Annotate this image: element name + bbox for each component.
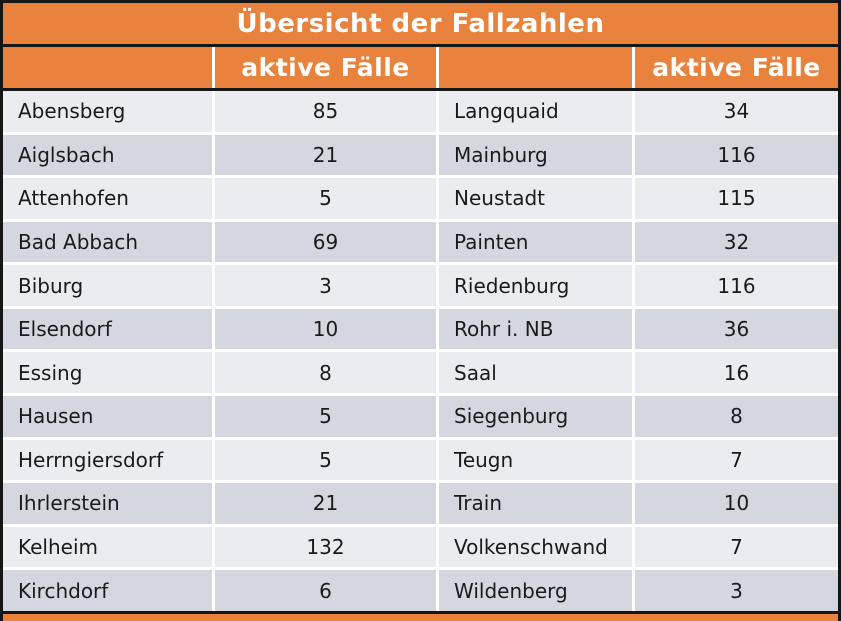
municipality-cell: Rohr i. NB [439,308,632,350]
table-body: Abensberg 85 Langquaid 34 Aiglsbach 21 M… [3,91,838,611]
case-count-cell: 10 [215,308,436,350]
case-count-cell: 116 [635,134,838,176]
municipality-cell: Herrngiersdorf [3,439,212,481]
case-count-cell: 5 [215,178,436,219]
municipality-cell: Saal [439,352,632,394]
case-count-cell: 8 [635,396,838,437]
municipality-cell: Abensberg [3,91,212,132]
table-row: Attenhofen 5 Neustadt 115 [3,178,838,219]
case-count-cell: 10 [635,483,838,524]
municipality-cell: Attenhofen [3,178,212,219]
case-count-cell: 36 [635,308,838,350]
case-count-cell: 132 [215,526,436,568]
municipality-cell: Langquaid [439,91,632,132]
municipality-cell: Biburg [3,265,212,306]
table-row: Hausen 5 Siegenburg 8 [3,396,838,437]
case-count-cell: 5 [215,396,436,437]
municipality-cell: Painten [439,221,632,263]
case-count-cell: 7 [635,439,838,481]
case-count-cell: 85 [215,91,436,132]
municipality-cell: Kelheim [3,526,212,568]
case-count-cell: 32 [635,221,838,263]
municipality-cell: Kirchdorf [3,570,212,611]
table-row: Kelheim 132 Volkenschwand 7 [3,526,838,568]
municipality-cell: Ihrlerstein [3,483,212,524]
case-count-cell: 116 [635,265,838,306]
case-count-cell: 5 [215,439,436,481]
table-header-row: aktive Fälle aktive Fälle [3,47,838,91]
municipality-cell: Siegenburg [439,396,632,437]
municipality-cell: Essing [3,352,212,394]
header-aktive-faelle-right: aktive Fälle [635,47,838,88]
case-count-cell: 3 [215,265,436,306]
table-title: Übersicht der Fallzahlen [3,3,838,47]
municipality-cell: Wildenberg [439,570,632,611]
table-row: Abensberg 85 Langquaid 34 [3,91,838,132]
case-count-cell: 6 [215,570,436,611]
municipality-cell: Mainburg [439,134,632,176]
header-empty-left [3,47,212,88]
case-count-cell: 7 [635,526,838,568]
municipality-cell: Elsendorf [3,308,212,350]
table-row: Herrngiersdorf 5 Teugn 7 [3,439,838,481]
case-count-cell: 34 [635,91,838,132]
case-count-cell: 8 [215,352,436,394]
case-count-cell: 69 [215,221,436,263]
table-row: Biburg 3 Riedenburg 116 [3,265,838,306]
case-count-cell: 115 [635,178,838,219]
municipality-cell: Hausen [3,396,212,437]
case-count-cell: 3 [635,570,838,611]
bottom-accent-strip [3,614,838,621]
table-bottom-border [3,611,838,614]
table-row: Ihrlerstein 21 Train 10 [3,483,838,524]
case-count-cell: 16 [635,352,838,394]
municipality-cell: Train [439,483,632,524]
municipality-cell: Teugn [439,439,632,481]
municipality-cell: Riedenburg [439,265,632,306]
case-count-cell: 21 [215,134,436,176]
case-count-cell: 21 [215,483,436,524]
header-empty-right [439,47,632,88]
table-row: Kirchdorf 6 Wildenberg 3 [3,570,838,611]
municipality-cell: Neustadt [439,178,632,219]
municipality-cell: Aiglsbach [3,134,212,176]
table-row: Elsendorf 10 Rohr i. NB 36 [3,308,838,350]
municipality-cell: Volkenschwand [439,526,632,568]
header-aktive-faelle-left: aktive Fälle [215,47,436,88]
municipality-cell: Bad Abbach [3,221,212,263]
table-row: Bad Abbach 69 Painten 32 [3,221,838,263]
table-row: Aiglsbach 21 Mainburg 116 [3,134,838,176]
table-row: Essing 8 Saal 16 [3,352,838,394]
